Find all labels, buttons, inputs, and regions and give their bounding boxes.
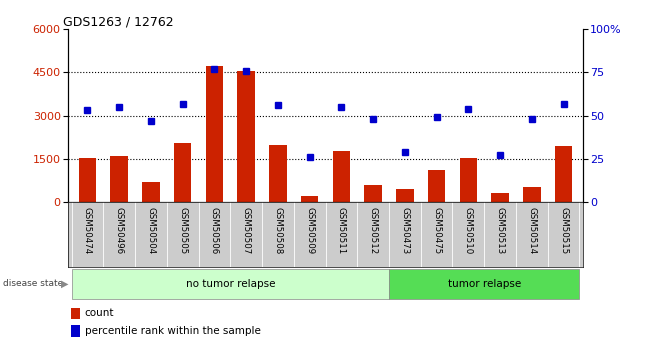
Text: GSM50504: GSM50504 <box>146 207 156 254</box>
Text: GSM50474: GSM50474 <box>83 207 92 254</box>
Bar <box>174 143 191 202</box>
Text: GSM50515: GSM50515 <box>559 207 568 254</box>
Bar <box>111 156 128 202</box>
Text: GSM50496: GSM50496 <box>115 207 124 254</box>
Bar <box>301 196 318 202</box>
Bar <box>333 151 350 202</box>
Bar <box>238 71 255 202</box>
Text: GSM50510: GSM50510 <box>464 207 473 254</box>
Text: percentile rank within the sample: percentile rank within the sample <box>85 326 260 336</box>
Text: tumor relapse: tumor relapse <box>448 279 521 289</box>
Bar <box>555 146 572 202</box>
Bar <box>72 269 389 298</box>
Text: GSM50505: GSM50505 <box>178 207 187 254</box>
Text: GSM50506: GSM50506 <box>210 207 219 254</box>
Bar <box>396 189 413 202</box>
Text: GSM50507: GSM50507 <box>242 207 251 254</box>
Text: GSM50508: GSM50508 <box>273 207 283 254</box>
Text: GSM50475: GSM50475 <box>432 207 441 254</box>
Text: GSM50513: GSM50513 <box>495 207 505 254</box>
Text: GSM50509: GSM50509 <box>305 207 314 254</box>
Text: GSM50512: GSM50512 <box>368 207 378 254</box>
Bar <box>389 269 579 298</box>
Bar <box>460 158 477 202</box>
Text: no tumor relapse: no tumor relapse <box>186 279 275 289</box>
Bar <box>492 193 509 202</box>
Bar <box>428 170 445 202</box>
Bar <box>523 187 540 202</box>
Bar <box>71 308 80 319</box>
Bar <box>365 185 382 202</box>
Text: GDS1263 / 12762: GDS1263 / 12762 <box>63 15 174 28</box>
Bar <box>79 158 96 202</box>
Bar <box>142 182 159 202</box>
Text: ▶: ▶ <box>61 279 68 289</box>
Text: disease state: disease state <box>3 279 64 288</box>
Bar <box>206 66 223 202</box>
Text: count: count <box>85 308 115 318</box>
Text: GSM50473: GSM50473 <box>400 207 409 254</box>
Bar <box>269 145 286 202</box>
Text: GSM50514: GSM50514 <box>527 207 536 254</box>
Bar <box>71 325 80 337</box>
Text: GSM50511: GSM50511 <box>337 207 346 254</box>
